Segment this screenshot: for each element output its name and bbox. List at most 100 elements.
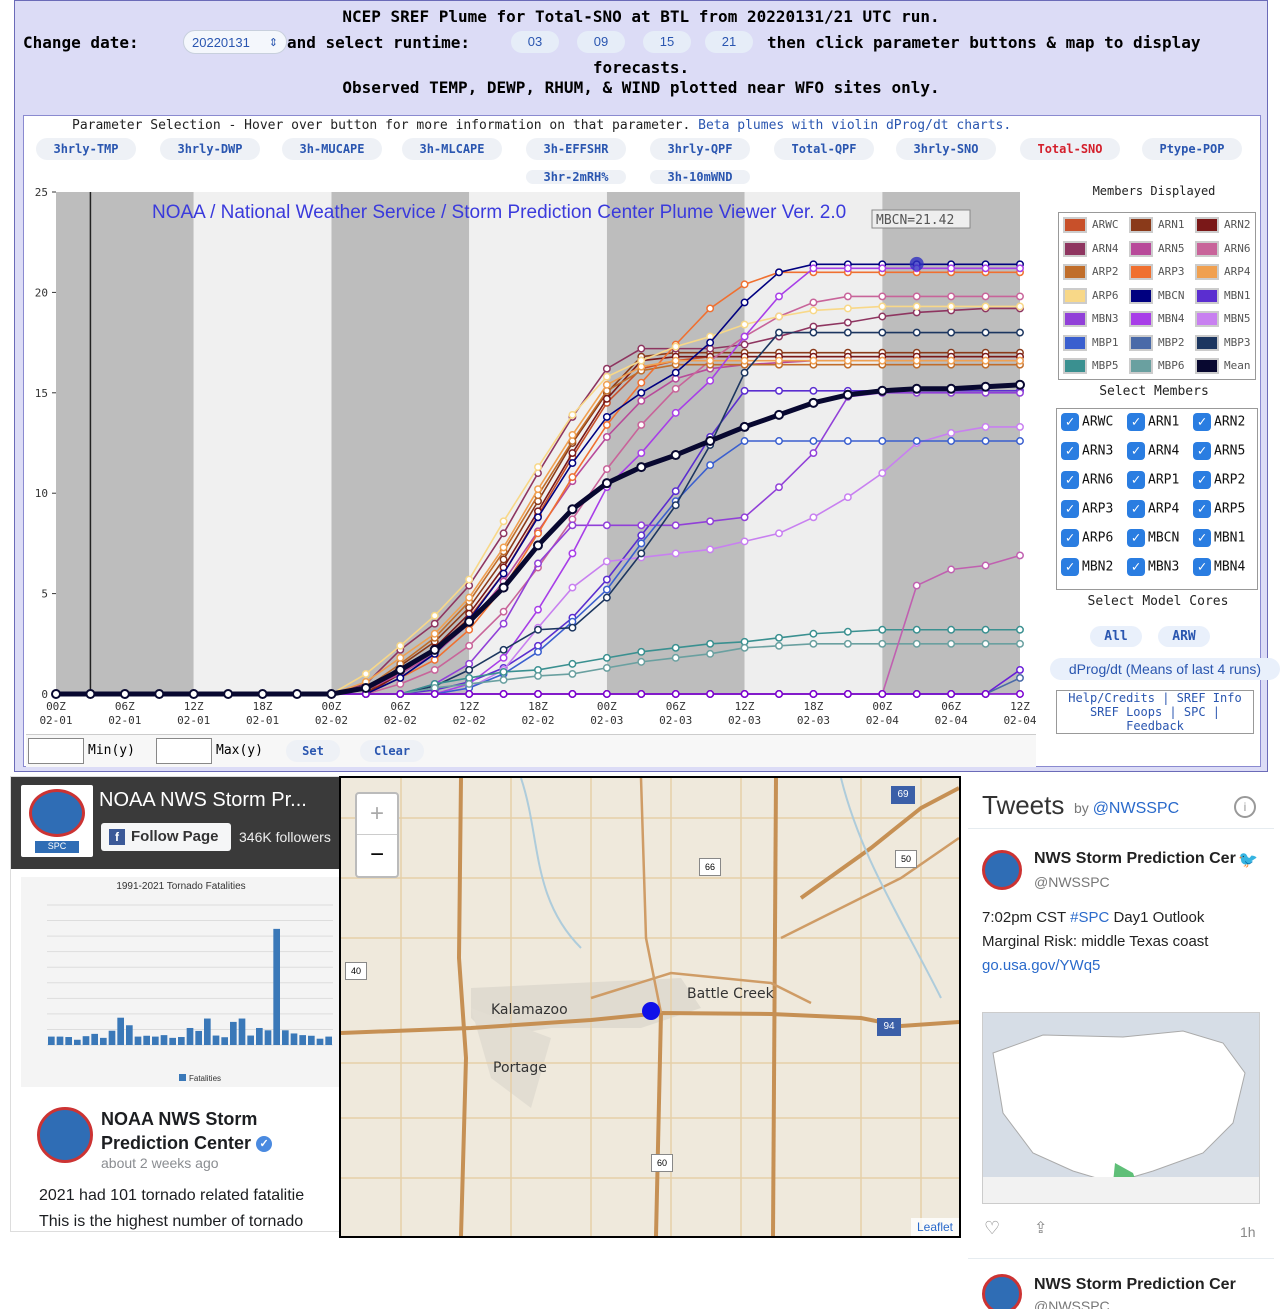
spc-link[interactable]: SPC [1183,705,1206,719]
legend-item-arn2[interactable]: ARN2 [1195,217,1258,239]
legend-item-arn5[interactable]: ARN5 [1129,240,1192,263]
legend-swatch [1063,240,1087,257]
member-checkbox-arp6[interactable]: ✓ ARP6 [1061,529,1113,547]
runtime-15[interactable]: 15 [643,31,691,53]
param-button-3hr-2mrh-[interactable]: 3hr-2mRH% [526,170,626,184]
tweet-handle[interactable]: @NWSSPC [1034,874,1110,890]
sref-info-link[interactable]: SREF Info [1176,691,1242,705]
tweet-author[interactable]: NWS Storm Prediction Cer [1034,850,1236,867]
plume-chart[interactable]: 051015202500Z02-0106Z02-0112Z02-0118Z02-… [24,182,1036,764]
fatality-bar [143,1035,150,1045]
series-point [1016,356,1024,365]
tweets-by[interactable]: by @NWSSPC [1074,800,1180,817]
series-point [912,328,921,337]
param-button-total-qpf[interactable]: Total-QPF [774,138,874,160]
member-checkbox-arp3[interactable]: ✓ ARP3 [1061,500,1113,518]
follow-page-button[interactable]: f Follow Page [101,823,231,851]
param-button-total-sno[interactable]: Total-SNO [1020,138,1120,160]
member-checkbox-arn6[interactable]: ✓ ARN6 [1061,471,1113,489]
legend-item-arn4[interactable]: ARN4 [1063,240,1126,263]
core-all-button[interactable]: All [1090,626,1142,647]
member-checkbox-arn1[interactable]: ✓ ARN1 [1127,413,1179,431]
x-tick-label: 00Z [597,700,617,713]
legend-item-arwc[interactable]: ARWC [1063,217,1126,239]
legend-item-mbn3[interactable]: MBN3 [1063,311,1126,333]
fb-post-author[interactable]: NOAA NWS Storm Prediction Center ✓ [101,1107,301,1155]
zoom-out-button[interactable]: − [369,841,384,868]
runtime-09[interactable]: 09 [577,31,625,53]
leaflet-attribution[interactable]: Leaflet [910,1218,959,1236]
runtime-03[interactable]: 03 [511,31,559,53]
legend-item-arp3[interactable]: ARP3 [1129,264,1192,286]
param-button-ptype-pop[interactable]: Ptype-POP [1142,138,1242,160]
member-checkbox-arn2[interactable]: ✓ ARN2 [1193,413,1245,431]
tweet-handle-2[interactable]: @NWSSPC [1034,1298,1110,1309]
legend-item-mbp5[interactable]: MBP5 [1063,358,1126,380]
fb-page-name[interactable]: NOAA NWS Storm Pr... [99,789,307,811]
legend-item-mbp2[interactable]: MBP2 [1129,334,1192,357]
member-checkbox-arp2[interactable]: ✓ ARP2 [1193,471,1245,489]
tweet-author-2[interactable]: NWS Storm Prediction Cer [1034,1276,1236,1293]
feedback-link[interactable]: Feedback [1126,719,1184,733]
tweet-link[interactable]: go.usa.gov/YWq5 [982,957,1101,974]
legend-item-mbp3[interactable]: MBP3 [1195,334,1258,357]
spc-hashtag[interactable]: #SPC [1070,909,1110,926]
like-heart-icon[interactable]: ♡ [984,1218,1001,1238]
legend-item-mbn5[interactable]: MBN5 [1195,311,1258,333]
date-select[interactable]: 20220131 ⇕ [183,30,287,54]
fb-post-time[interactable]: about 2 weeks ago [101,1155,219,1171]
param-button-3h-effshr[interactable]: 3h-EFFSHR [526,138,626,160]
param-button-3hrly-qpf[interactable]: 3hrly-QPF [650,138,750,160]
member-checkbox-mbn2[interactable]: ✓ MBN2 [1061,558,1113,576]
member-checkbox-arn3[interactable]: ✓ ARN3 [1061,442,1113,460]
member-checkbox-arn5[interactable]: ✓ ARN5 [1193,442,1245,460]
legend-item-arp4[interactable]: ARP4 [1195,264,1258,286]
member-checkbox-arp5[interactable]: ✓ ARP5 [1193,500,1245,518]
legend-item-arn6[interactable]: ARN6 [1195,240,1258,263]
y-tick-label: 0 [41,688,48,701]
member-checkbox-arp1[interactable]: ✓ ARP1 [1127,471,1179,489]
sref-loops-link[interactable]: SREF Loops [1089,705,1163,719]
legend-item-arp2[interactable]: ARP2 [1063,264,1126,286]
member-checkbox-arwc[interactable]: ✓ ARWC [1061,413,1113,431]
set-button[interactable]: Set [286,740,340,762]
member-checkbox-mbn3[interactable]: ✓ MBN3 [1127,558,1179,576]
member-checkbox-mbcn[interactable]: ✓ MBCN [1127,529,1179,547]
legend-item-arn1[interactable]: ARN1 [1129,217,1192,239]
location-map[interactable]: + − Kalamazoo Battle Creek Portage 69 50… [339,776,961,1238]
param-button-3hrly-sno[interactable]: 3hrly-SNO [896,138,996,160]
ymin-input[interactable] [28,738,84,764]
legend-item-mbn1[interactable]: MBN1 [1195,287,1258,310]
legend-item-arp6[interactable]: ARP6 [1063,287,1126,310]
legend-item-mbcn[interactable]: MBCN [1129,287,1192,310]
member-checkbox-mbn4[interactable]: ✓ MBN4 [1193,558,1245,576]
clear-button[interactable]: Clear [360,740,424,762]
outlook-map-image[interactable] [982,1012,1260,1204]
legend-item-mean[interactable]: Mean [1195,358,1258,380]
legend-item-mbn4[interactable]: MBN4 [1129,311,1192,333]
tweet-age[interactable]: 1h [1240,1224,1256,1240]
mean-point [223,689,234,699]
param-button-3h-mlcape[interactable]: 3h-MLCAPE [402,138,502,160]
core-arw-button[interactable]: ARW [1158,626,1210,647]
info-icon[interactable]: i [1234,796,1256,818]
series-point [843,264,852,273]
zoom-in-button[interactable]: + [357,794,397,835]
help-credits-link[interactable]: Help/Credits [1068,691,1155,705]
member-checkbox-mbn1[interactable]: ✓ MBN1 [1193,529,1245,547]
ymax-input[interactable] [156,738,212,764]
param-button-3h-10mwnd[interactable]: 3h-10mWND [650,170,750,184]
param-button-3h-mucape[interactable]: 3h-MUCAPE [282,138,382,160]
runtime-21[interactable]: 21 [705,31,753,53]
param-button-3hrly-dwp[interactable]: 3hrly-DWP [160,138,260,160]
legend-item-mbp1[interactable]: MBP1 [1063,334,1126,357]
legend-item-mbp6[interactable]: MBP6 [1129,358,1192,380]
member-checkbox-arn4[interactable]: ✓ ARN4 [1127,442,1179,460]
share-icon[interactable]: ⇪ [1034,1220,1048,1237]
series-point [671,521,680,530]
beta-plumes-link[interactable]: Beta plumes with violin dProg/dt charts. [698,118,1012,133]
dprog-button[interactable]: dProg/dt (Means of last 4 runs) [1050,658,1280,680]
member-checkbox-arp4[interactable]: ✓ ARP4 [1127,500,1179,518]
param-button-3hrly-tmp[interactable]: 3hrly-TMP [36,138,136,160]
station-marker[interactable] [642,1002,660,1020]
